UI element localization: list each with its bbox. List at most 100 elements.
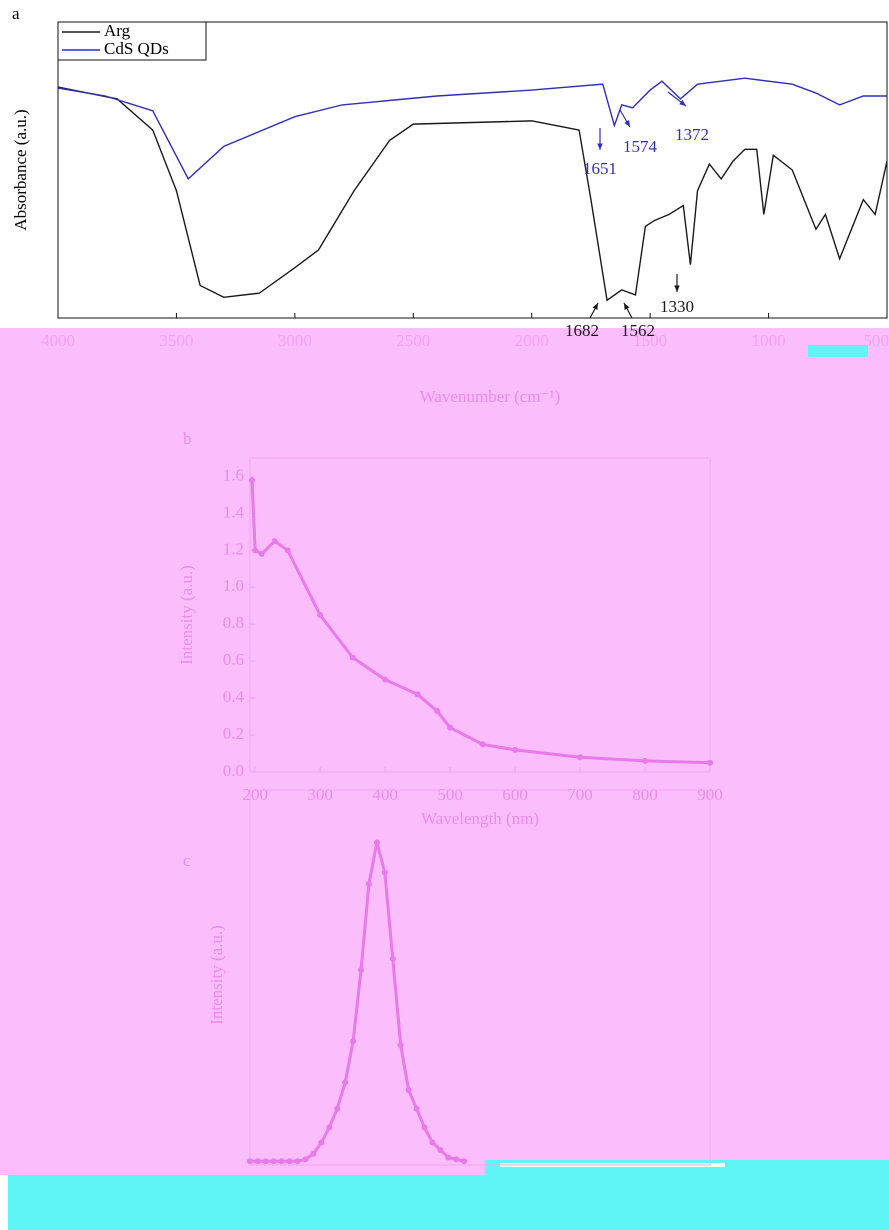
annotation: 1372 (675, 125, 709, 144)
data-point (317, 612, 324, 618)
data-point (248, 477, 255, 484)
x-tick-label: 600 (502, 785, 528, 804)
x-tick-label: 700 (567, 785, 593, 804)
data-point (389, 955, 396, 962)
data-point (479, 741, 486, 748)
overlay-strip (485, 1160, 889, 1176)
data-point (381, 869, 388, 876)
arrow-head (624, 120, 630, 127)
data-point (294, 1158, 301, 1165)
arrow-head (674, 285, 680, 292)
x-tick-label: 400 (372, 785, 398, 804)
annotation: 1682 (565, 321, 599, 340)
data-point (302, 1156, 309, 1163)
y-tick-label: 1.0 (223, 576, 244, 595)
data-point (445, 1154, 452, 1161)
data-point (707, 759, 713, 766)
data-point (310, 1150, 317, 1157)
data-point (642, 757, 649, 764)
data-point (413, 1105, 420, 1112)
y-tick-label: 1.6 (223, 465, 244, 484)
series-line (57, 86, 888, 302)
y-tick-label: 1.4 (223, 502, 245, 521)
data-point (453, 1156, 460, 1163)
data-point (461, 1158, 468, 1165)
data-point (254, 1158, 261, 1165)
y-tick-label: 0.0 (223, 761, 244, 780)
data-point (382, 676, 389, 683)
legend-label: Arg (104, 21, 131, 40)
annotation: 1574 (623, 137, 658, 156)
panel-label: a (12, 4, 20, 23)
data-point (342, 1079, 349, 1086)
data-point (349, 654, 356, 661)
overlay-patch (808, 345, 868, 357)
arrow-head (597, 143, 603, 150)
x-tick-label: 800 (632, 785, 658, 804)
y-tick-label: 0.2 (223, 724, 244, 743)
y-tick-label: 0.6 (223, 650, 244, 669)
series-line (250, 480, 711, 765)
data-point (270, 1158, 277, 1165)
data-point (373, 839, 380, 846)
data-point (247, 1158, 253, 1165)
overlay (0, 328, 889, 1175)
data-point (429, 1139, 436, 1146)
x-tick-label: 1500 (633, 331, 667, 350)
legend-label: CdS QDs (104, 39, 169, 58)
x-tick-label: 1000 (752, 331, 786, 350)
y-tick-label: 0.4 (223, 687, 245, 706)
data-point (278, 1158, 285, 1165)
x-tick-label: 500 (437, 785, 463, 804)
x-tick-label: 4000 (41, 331, 75, 350)
data-point (284, 547, 291, 554)
plot-frame (57, 21, 888, 319)
annotation: 1330 (660, 297, 694, 316)
overlay-bottom (8, 1175, 889, 1230)
annotation: 1562 (621, 321, 655, 340)
data-point (437, 1147, 444, 1153)
y-axis-title: Intensity (a.u.) (207, 925, 226, 1025)
x-tick-label: 200 (242, 785, 268, 804)
panel-label: b (183, 429, 192, 448)
plot-frame (249, 789, 711, 1166)
data-point (350, 1038, 357, 1045)
x-tick-label: 2000 (515, 331, 549, 350)
data-point (512, 746, 519, 753)
plot-frame (249, 457, 711, 773)
x-tick-label: 3000 (278, 331, 312, 350)
data-point (358, 967, 365, 973)
data-point (414, 691, 421, 698)
x-tick-label: 300 (307, 785, 333, 804)
x-tick-label: 3500 (159, 331, 193, 350)
data-point (318, 1139, 325, 1146)
y-tick-label: 0.8 (223, 613, 244, 632)
data-point (365, 880, 372, 887)
data-point (434, 708, 441, 715)
arrow-head (624, 303, 630, 310)
data-point (286, 1158, 293, 1165)
arrow-head (592, 303, 598, 310)
data-point (334, 1105, 341, 1112)
data-point (326, 1124, 333, 1131)
series-line (250, 842, 465, 1163)
x-axis-title: Wavenumber (cm⁻¹) (420, 387, 561, 406)
series-line (57, 77, 887, 181)
data-point (405, 1087, 412, 1093)
arrow-head (679, 99, 686, 106)
data-point (421, 1124, 428, 1131)
panel-label: c (183, 851, 191, 870)
data-point (252, 547, 259, 554)
data-point (577, 754, 584, 761)
data-point (397, 1042, 404, 1048)
data-point (271, 538, 278, 545)
y-tick-label: 1.2 (223, 539, 244, 558)
data-point (447, 724, 454, 731)
data-point (258, 551, 265, 558)
y-axis-title: Absorbance (a.u.) (11, 109, 30, 230)
data-point (262, 1158, 269, 1165)
annotation: 1651 (583, 159, 617, 178)
x-tick-label: 2500 (396, 331, 430, 350)
x-axis-title: Wavelength (nm) (421, 809, 539, 828)
